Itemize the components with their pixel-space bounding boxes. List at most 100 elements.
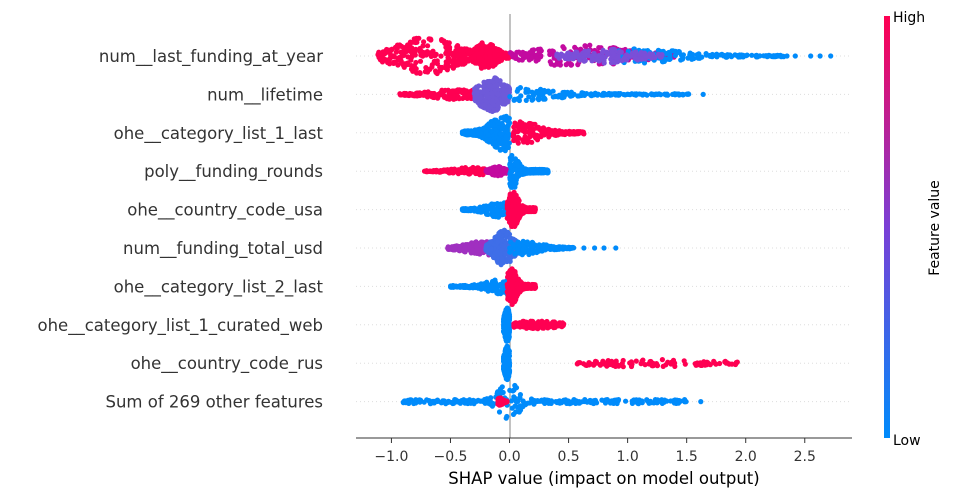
shap-dot	[621, 55, 627, 62]
shap-dot	[505, 314, 511, 320]
shap-dot	[507, 164, 513, 170]
shap-dot	[609, 91, 615, 97]
shap-dot	[808, 53, 814, 59]
shap-dot	[523, 319, 529, 325]
shap-dot	[429, 94, 435, 100]
shap-dot	[560, 131, 566, 137]
feature-dot-group	[459, 113, 587, 154]
shap-dot	[425, 67, 431, 73]
shap-dot	[487, 121, 494, 127]
shap-dot	[421, 39, 427, 45]
shap-dot	[494, 107, 500, 113]
shap-dot	[503, 135, 509, 141]
shap-dot	[397, 92, 403, 98]
feature-dot-group	[445, 227, 619, 268]
shap-dot	[417, 45, 423, 52]
shap-dot	[497, 131, 503, 137]
shap-dot	[408, 57, 414, 63]
shap-dot	[563, 91, 569, 97]
shap-dot	[375, 51, 381, 57]
shap-dot	[475, 208, 481, 214]
shap-dot	[633, 358, 639, 364]
shap-dot	[478, 103, 484, 109]
shap-dot	[525, 88, 532, 95]
shap-dot	[387, 56, 393, 62]
shap-dot	[499, 146, 505, 152]
shap-dot	[477, 95, 484, 101]
shap-dot	[460, 129, 466, 135]
shap-dot	[639, 358, 645, 364]
shap-dot	[516, 57, 522, 63]
shap-dot	[527, 129, 534, 135]
shap-dot	[413, 35, 420, 41]
shap-dot	[744, 52, 750, 58]
shap-dot	[569, 245, 575, 251]
shap-dot	[622, 92, 628, 98]
shap-dot	[511, 321, 517, 327]
shap-dot	[670, 91, 676, 97]
shap-dot	[708, 53, 714, 59]
shap-dot	[494, 207, 500, 213]
shap-dot	[507, 249, 513, 255]
shap-dot	[515, 239, 521, 245]
shap-dot	[515, 217, 521, 223]
shap-dot	[447, 44, 453, 51]
shap-dot	[434, 70, 440, 77]
shap-dot	[536, 50, 542, 56]
shap-dot	[722, 358, 728, 364]
shap-dot	[728, 54, 735, 60]
shap-dot	[537, 90, 543, 96]
shap-dot	[500, 170, 506, 176]
shap-dot	[507, 50, 513, 56]
shap-dot	[561, 45, 567, 52]
shap-dot	[666, 49, 672, 56]
shap-dot	[485, 79, 491, 85]
shap-dot	[514, 175, 520, 181]
shap-dot	[651, 92, 657, 98]
shap-dot	[529, 97, 535, 103]
shap-dot	[489, 90, 495, 96]
shap-dot	[515, 206, 522, 212]
shap-dot	[618, 49, 625, 55]
shap-dot	[529, 319, 535, 325]
shap-dot	[440, 168, 446, 174]
shap-dot	[616, 92, 622, 98]
shap-dot	[414, 39, 420, 45]
shap-dot	[511, 124, 517, 130]
shap-dot	[500, 228, 506, 234]
shap-dot	[503, 338, 510, 344]
shap-dot	[446, 40, 452, 46]
shap-dot	[575, 130, 581, 136]
shap-dot	[445, 245, 451, 251]
shap-dot	[753, 53, 759, 59]
shap-dot	[640, 92, 646, 98]
shap-dot	[553, 245, 559, 251]
shap-dot	[694, 52, 700, 58]
shap-dot	[764, 54, 770, 60]
shap-dot	[454, 59, 460, 65]
shap-dot	[484, 137, 490, 143]
shap-dot	[482, 102, 488, 108]
shap-dot	[515, 247, 521, 253]
shap-dot	[520, 238, 526, 244]
shap-dot	[506, 370, 512, 376]
shap-dot	[633, 92, 639, 98]
shap-dot	[757, 53, 763, 59]
shap-dot	[568, 62, 574, 68]
shap-dot	[485, 91, 491, 97]
shap-dot	[489, 167, 495, 174]
shap-dot	[463, 55, 470, 62]
shap-dot	[451, 88, 457, 94]
shap-dot	[571, 129, 577, 135]
shap-dot	[525, 170, 531, 176]
shap-dot	[659, 357, 666, 363]
shap-dot	[472, 60, 478, 66]
shap-dot	[454, 44, 460, 50]
shap-dot	[487, 83, 493, 89]
shap-dot	[489, 207, 495, 213]
shap-dot	[468, 206, 474, 212]
shap-dot	[383, 48, 389, 54]
shap-dot	[488, 239, 494, 245]
shap-dot	[504, 83, 510, 89]
shap-dot	[408, 66, 415, 72]
